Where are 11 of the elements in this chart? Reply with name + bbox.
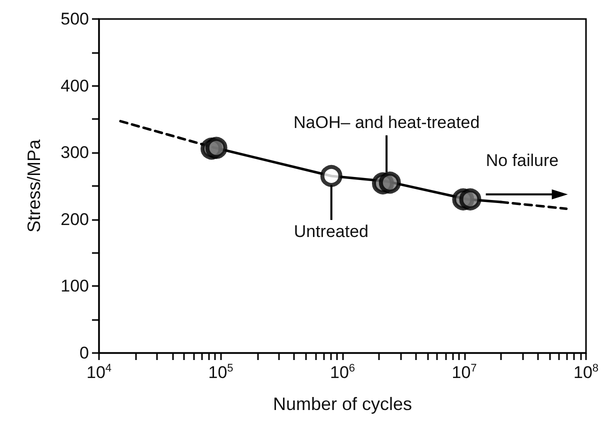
y-tick-label: 0 [80,344,89,362]
y-tick-label: 200 [60,210,89,229]
x-axis-title: Number of cycles [272,394,412,414]
annotation: No failure [486,151,559,172]
y-tick-label: 400 [60,76,89,96]
y-axis-title: Stress/MPa [24,138,44,233]
y-tick-label: 300 [60,143,89,162]
y-tick-label: 500 [60,10,89,28]
annotation: NaOH– and heat-treated [294,113,480,134]
y-tick-label: 100 [60,276,89,296]
annotation: Untreated [294,222,369,242]
